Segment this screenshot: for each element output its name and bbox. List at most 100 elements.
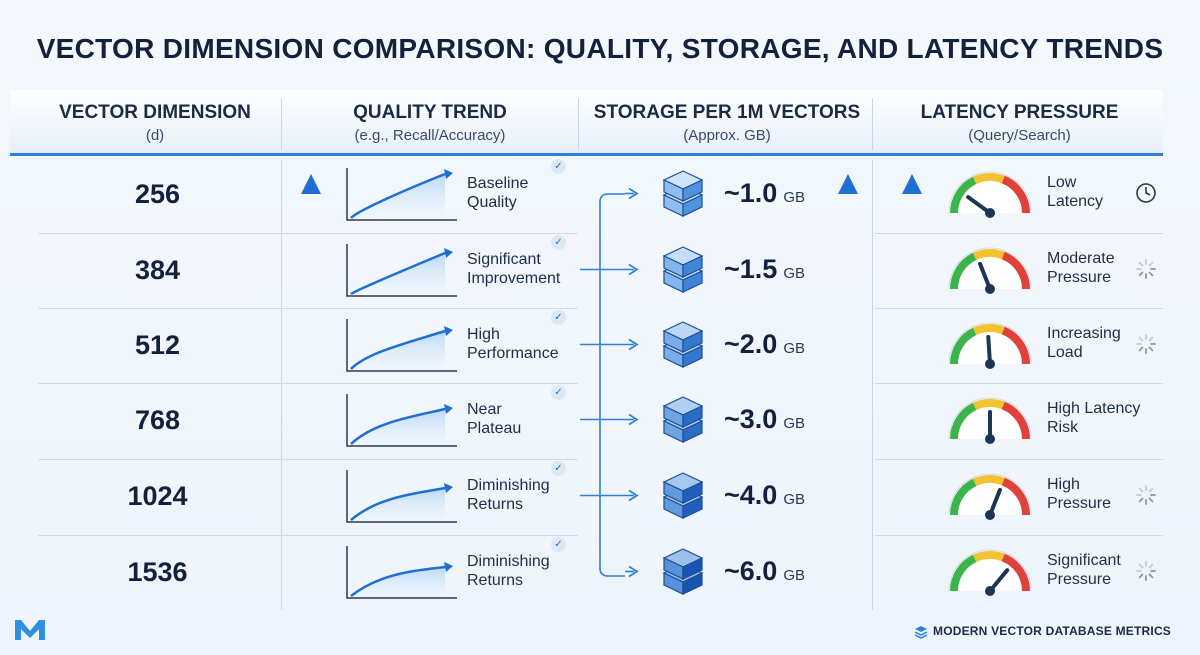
latency-label: Moderate Pressure: [1047, 249, 1115, 287]
latency-gauge-icon: [948, 397, 1032, 444]
spinner-icon: [1136, 333, 1156, 354]
row-separator: [875, 233, 1163, 234]
latency-label: Low Latency: [1047, 173, 1103, 211]
dimension-value: 768: [134, 404, 181, 435]
latency-gauge-icon: [948, 171, 1032, 218]
quality-trend-chart: [346, 243, 457, 297]
latency-label-line: High Latency: [1047, 399, 1141, 417]
storage-cube-icon: [662, 547, 704, 595]
column-title: VECTOR DIMENSION: [59, 102, 251, 123]
latency-label: High Pressure: [1047, 475, 1111, 513]
latency-gauge-icon: [948, 473, 1032, 520]
dimension-value: 1536: [127, 556, 188, 587]
latency-label-line: Latency: [1047, 192, 1104, 210]
column-header-quality: QUALITY TREND (e.g., Recall/Accuracy): [285, 90, 575, 156]
quality-label-line: Quality: [467, 193, 517, 211]
column-header-dimension: VECTOR DIMENSION (d): [10, 90, 300, 156]
row-separator: [875, 308, 1163, 309]
latency-label-line: Increasing: [1047, 324, 1121, 342]
column-subtitle: (e.g., Recall/Accuracy): [354, 127, 506, 144]
latency-gauge-icon: [948, 549, 1032, 596]
column-subtitle: (Query/Search): [968, 127, 1071, 144]
row-separator: [38, 308, 578, 309]
storage-cube-icon: [662, 245, 704, 293]
quality-label-line: Returns: [467, 571, 524, 589]
brand-logo-icon: [15, 620, 45, 640]
row-separator: [38, 383, 578, 384]
spinner-icon: [1136, 560, 1156, 581]
column-header-latency: LATENCY PRESSURE (Query/Search): [876, 90, 1163, 156]
latency-label-line: High: [1047, 475, 1080, 493]
quality-trend-chart: [346, 167, 457, 221]
header-divider: [578, 98, 579, 150]
quality-label-line: Plateau: [467, 419, 522, 437]
latency-label: Increasing Load: [1047, 324, 1121, 362]
storage-unit: GB: [783, 188, 805, 206]
quality-label: Diminishing Returns: [467, 552, 550, 590]
layers-icon: [914, 626, 928, 639]
dimension-value: 256: [134, 178, 181, 209]
quality-label: High Performance: [467, 325, 559, 363]
latency-gauge-icon: [948, 247, 1032, 294]
check-icon: ✓: [551, 384, 566, 400]
row-separator: [38, 535, 578, 536]
connector-arrows: [580, 187, 639, 578]
storage-amount: ~6.0: [724, 555, 778, 586]
quality-trend-chart: [346, 469, 457, 523]
quality-label: Significant Improvement: [467, 250, 560, 288]
column-subtitle: (d): [145, 127, 165, 144]
header-divider: [872, 98, 873, 150]
latency-label-line: Pressure: [1047, 268, 1112, 286]
row-separator: [875, 383, 1163, 384]
footer-brand: MODERN VECTOR DATABASE METRICS: [933, 624, 1172, 638]
quality-label: Diminishing Returns: [467, 476, 550, 514]
latency-label: Significant Pressure: [1047, 551, 1121, 589]
row-separator: [875, 535, 1163, 536]
connector-arrow-head: [628, 338, 639, 351]
table-header: VECTOR DIMENSION (d) QUALITY TREND (e.g.…: [10, 90, 1163, 156]
storage-unit: GB: [783, 490, 805, 508]
storage-unit: GB: [783, 414, 805, 432]
column-subtitle: (Approx. GB): [683, 127, 771, 144]
page-title: VECTOR DIMENSION COMPARISON: QUALITY, ST…: [36, 33, 1164, 64]
check-icon: ✓: [551, 460, 566, 476]
storage-value: ~1.5 GB: [724, 254, 805, 285]
storage-unit: GB: [783, 566, 805, 584]
latency-label-line: Pressure: [1047, 494, 1112, 512]
clock-icon: [1136, 182, 1156, 203]
latency-label: High Latency Risk: [1047, 399, 1140, 437]
quality-label: Near Plateau: [467, 400, 521, 438]
storage-amount: ~1.0: [724, 177, 778, 208]
latency-label-line: Moderate: [1047, 249, 1115, 267]
quality-label-line: Baseline: [467, 174, 529, 192]
storage-value: ~6.0 GB: [724, 556, 805, 587]
storage-amount: ~1.5: [724, 253, 778, 284]
storage-amount: ~3.0: [724, 403, 778, 434]
column-header-storage: STORAGE PER 1M VECTORS (Approx. GB): [582, 90, 872, 156]
storage-cube-icon: [662, 471, 704, 519]
latency-label-line: Low: [1047, 173, 1077, 191]
quality-label: Baseline Quality: [467, 174, 528, 212]
quality-label-line: Near: [467, 400, 502, 418]
latency-gauge-icon: [948, 322, 1032, 369]
connector-arrow-head: [628, 565, 639, 578]
quality-label-line: Performance: [467, 344, 559, 362]
check-icon: ✓: [551, 309, 566, 325]
connector-arrow-head: [628, 413, 639, 426]
storage-value: ~3.0 GB: [724, 404, 805, 435]
storage-unit: GB: [783, 339, 805, 357]
spinner-icon: [1136, 258, 1156, 279]
dimension-value: 1024: [127, 480, 188, 511]
quality-label-line: Diminishing: [467, 552, 550, 570]
header-divider: [281, 98, 282, 150]
quality-label-line: Improvement: [467, 269, 561, 287]
storage-cube-icon: [662, 395, 704, 443]
storage-up-arrow-head: [838, 174, 858, 194]
storage-amount: ~4.0: [724, 479, 778, 510]
latency-label-line: Significant: [1047, 551, 1121, 569]
storage-unit: GB: [783, 264, 805, 282]
storage-value: ~4.0 GB: [724, 480, 805, 511]
column-title: STORAGE PER 1M VECTORS: [593, 102, 861, 123]
quality-label-line: Diminishing: [467, 476, 550, 494]
